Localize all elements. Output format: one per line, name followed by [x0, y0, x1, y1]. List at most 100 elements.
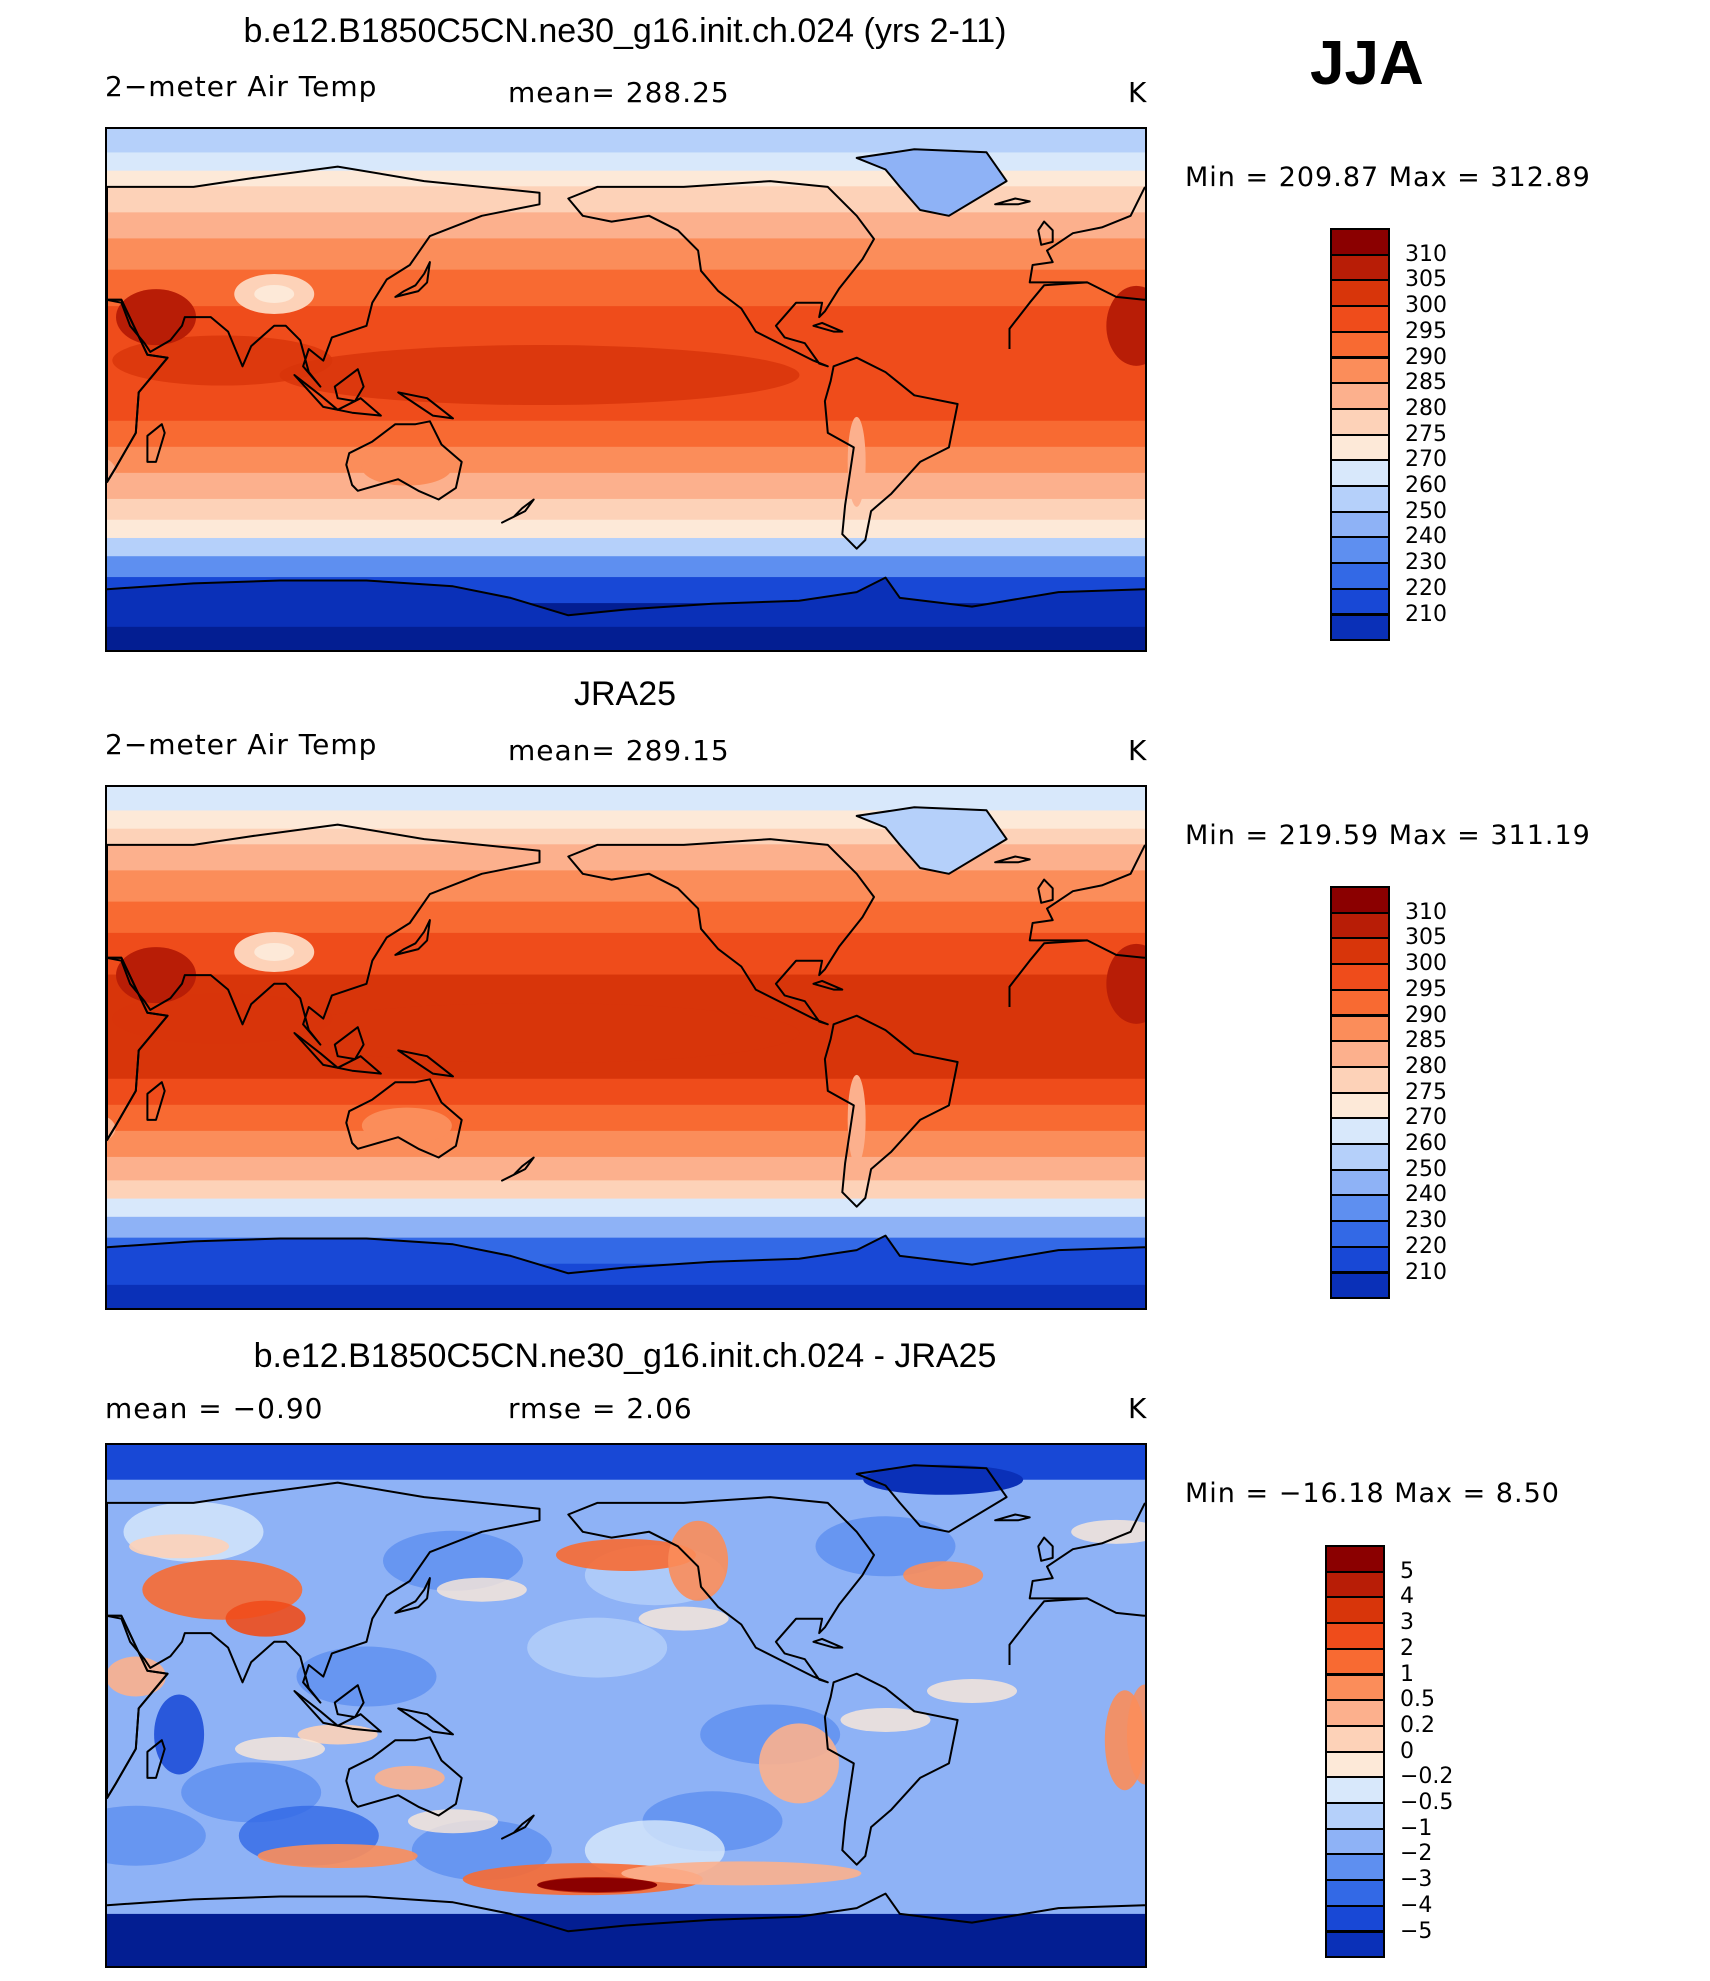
panel-2-colorbar: 310 305 300 295 290 285 280 275 270 260 250 240 230 2… — [1330, 886, 1550, 1300]
colorbar-box — [1330, 1168, 1390, 1197]
colorbar-label: 300 — [1405, 293, 1447, 319]
colorbar-box — [1325, 1802, 1385, 1830]
colorbar-label: 305 — [1405, 925, 1447, 951]
colorbar-label: 305 — [1405, 267, 1447, 293]
colorbar-box — [1325, 1647, 1385, 1676]
colorbar-label: 280 — [1405, 395, 1447, 421]
colorbar-label: 1 — [1400, 1661, 1414, 1687]
colorbar-label: 275 — [1405, 1079, 1447, 1105]
panel-3-units: K — [1128, 1392, 1148, 1425]
panel-3-rmse: rmse = 2.06 — [508, 1392, 693, 1425]
colorbar-box — [1330, 1194, 1390, 1223]
colorbar-box — [1330, 253, 1390, 282]
colorbar-label: 295 — [1405, 318, 1447, 344]
colorbar-label: 210 — [1405, 601, 1447, 627]
colorbar-box — [1330, 1040, 1390, 1068]
panel-3-minmax: Min = −16.18 Max = 8.50 — [1185, 1478, 1560, 1509]
colorbar-label: 230 — [1405, 550, 1447, 576]
panel-2-variable: 2−meter Air Temp — [105, 728, 378, 761]
colorbar-box — [1330, 1220, 1390, 1248]
colorbar-label: 300 — [1405, 951, 1447, 977]
colorbar-box — [1330, 886, 1390, 914]
colorbar-box — [1325, 1904, 1385, 1933]
colorbar-box — [1330, 305, 1390, 333]
colorbar-label: −0.5 — [1400, 1790, 1454, 1815]
panel-1-minmax: Min = 209.87 Max = 312.89 — [1185, 162, 1591, 193]
colorbar-label: 290 — [1405, 344, 1447, 370]
colorbar-label: 0 — [1400, 1738, 1414, 1764]
colorbar-box — [1330, 937, 1390, 966]
colorbar-label: 290 — [1405, 1002, 1447, 1028]
colorbar-box — [1330, 485, 1390, 513]
colorbar-label: 260 — [1405, 473, 1447, 498]
colorbar-box — [1330, 1091, 1390, 1120]
panel-2-minmax: Min = 219.59 Max = 311.19 — [1185, 820, 1591, 851]
colorbar-box — [1330, 459, 1390, 487]
colorbar-label: −2 — [1400, 1841, 1433, 1867]
colorbar-box — [1325, 1673, 1385, 1702]
colorbar-label: 240 — [1405, 524, 1447, 550]
panel-3-map — [105, 1443, 1147, 1968]
panel-1-variable: 2−meter Air Temp — [105, 70, 378, 103]
colorbar-box — [1325, 1596, 1385, 1625]
colorbar-label: 220 — [1405, 1233, 1447, 1259]
season-label: JJA — [1310, 29, 1424, 98]
panel-2-map — [105, 785, 1147, 1310]
colorbar-box — [1330, 510, 1390, 539]
colorbar-box — [1330, 988, 1390, 1017]
colorbar-label: −0.2 — [1400, 1764, 1454, 1790]
panel-1-colorbar: 310 305 300 295 290 285 280 275 270 260 250 240 230 2… — [1330, 228, 1550, 642]
colorbar-label: 295 — [1405, 976, 1447, 1002]
colorbar-box — [1325, 1853, 1385, 1882]
colorbar-box — [1330, 228, 1390, 256]
colorbar-label: −4 — [1400, 1892, 1433, 1918]
colorbar-box — [1325, 1750, 1385, 1779]
colorbar-box — [1330, 1117, 1390, 1145]
colorbar-label: −1 — [1400, 1815, 1433, 1841]
colorbar-box — [1325, 1827, 1385, 1856]
colorbar-box — [1325, 1776, 1385, 1804]
colorbar-label: 210 — [1405, 1259, 1447, 1285]
panel-2-title: JRA25 — [573, 675, 677, 713]
colorbar-label: 285 — [1405, 1028, 1447, 1054]
colorbar-label: 220 — [1405, 575, 1447, 601]
panel-3-mean: mean = −0.90 — [105, 1392, 324, 1425]
colorbar-label: 310 — [1405, 241, 1447, 267]
colorbar-box — [1330, 1143, 1390, 1171]
colorbar-box — [1325, 1622, 1385, 1650]
colorbar-label: 310 — [1405, 899, 1447, 925]
colorbar-box — [1330, 433, 1390, 462]
colorbar-box — [1330, 1271, 1390, 1300]
colorbar-box — [1330, 613, 1390, 642]
colorbar-box — [1330, 1245, 1390, 1274]
colorbar-box — [1330, 279, 1390, 308]
panel-3-title: b.e12.B1850C5CN.ne30_g16.init.ch.024 - J… — [253, 1337, 997, 1375]
colorbar-label: 230 — [1405, 1208, 1447, 1234]
colorbar-label: 2 — [1400, 1635, 1414, 1661]
colorbar-box — [1325, 1699, 1385, 1727]
colorbar-label: 275 — [1405, 421, 1447, 447]
colorbar-label: 0.5 — [1400, 1687, 1435, 1713]
colorbar-box — [1325, 1879, 1385, 1907]
panel-1-units: K — [1128, 76, 1148, 109]
colorbar-box — [1330, 382, 1390, 410]
colorbar-label: 260 — [1405, 1131, 1447, 1156]
colorbar-label: 280 — [1405, 1053, 1447, 1079]
colorbar-label: 4 — [1400, 1584, 1414, 1610]
panel-3-colorbar: 5 4 3 2 1 0.5 0.2 0 −0.2 −0.5 −1 −2 −3 −4 −5 — [1325, 1545, 1545, 1959]
colorbar-box — [1330, 911, 1390, 940]
colorbar-label: −3 — [1400, 1867, 1433, 1893]
colorbar-box — [1325, 1930, 1385, 1959]
colorbar-box — [1330, 356, 1390, 385]
panel-1-mean: mean= 288.25 — [508, 76, 730, 109]
colorbar-box — [1330, 587, 1390, 616]
colorbar-box — [1325, 1570, 1385, 1599]
colorbar-box — [1330, 330, 1390, 359]
colorbar-label: 250 — [1405, 1156, 1447, 1182]
colorbar-box — [1325, 1545, 1385, 1573]
colorbar-label: −5 — [1400, 1918, 1433, 1944]
panel-1-map — [105, 127, 1147, 652]
colorbar-box — [1330, 1014, 1390, 1043]
colorbar-box — [1325, 1724, 1385, 1753]
panel-2-units: K — [1128, 734, 1148, 767]
